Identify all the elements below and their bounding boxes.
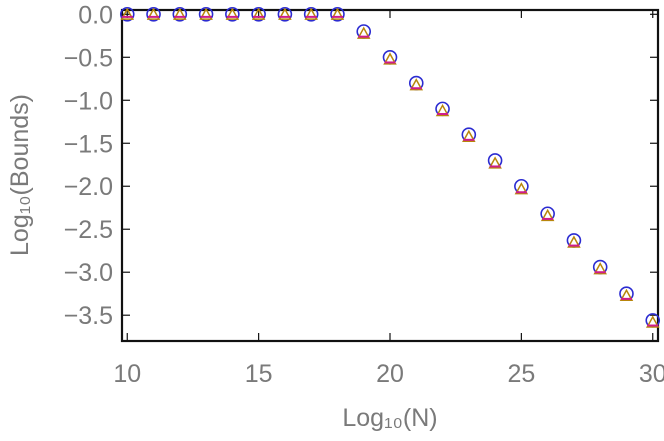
x-tick-label: 20 [376, 360, 404, 388]
x-tick-label: 10 [113, 360, 141, 388]
y-axis-label: Log₁₀(Bounds) [6, 94, 34, 256]
triangle-point [278, 7, 292, 20]
triangle-point [409, 78, 424, 91]
plot-frame [120, 8, 660, 343]
axis-ticks: 10 15 20 25 30 0.0 −0.5 −1.0 −1.5 −2.0 −2.5 −3.0 −3.… [64, 1, 664, 388]
triangle-point [304, 7, 318, 20]
triangle-point [645, 315, 660, 328]
y-tick-label: −2.0 [64, 173, 113, 201]
y-tick-label: 0.0 [78, 1, 113, 29]
triangle-point [120, 7, 135, 20]
y-tick-label: −3.0 [64, 259, 113, 287]
y-tick-label: −3.5 [64, 302, 113, 330]
triangle-point [619, 288, 634, 302]
triangle-point [225, 7, 240, 20]
y-tick-label: −2.5 [64, 216, 113, 244]
plot-border [120, 8, 660, 343]
triangle-point [146, 7, 161, 20]
x-axis-label: Log₁₀(N) [342, 404, 437, 432]
triangle-point [330, 7, 345, 20]
x-tick-label: 25 [507, 360, 535, 388]
triangle-point [488, 156, 502, 169]
triangle-point [251, 7, 266, 20]
triangle-point [540, 208, 555, 222]
y-tick-label: −0.5 [64, 44, 113, 72]
x-tick-label: 15 [245, 360, 273, 388]
triangle-point [514, 182, 529, 195]
series-points [119, 6, 661, 328]
triangle-point [462, 129, 476, 142]
triangle-point [435, 103, 450, 117]
triangle-point [173, 7, 187, 20]
triangle-point [199, 7, 213, 20]
triangle-point [567, 235, 581, 248]
y-tick-label: −1.5 [64, 130, 113, 158]
triangle-point [593, 262, 607, 275]
y-tick-label: −1.0 [64, 87, 113, 115]
triangle-point [356, 26, 371, 39]
triangle-point [383, 52, 397, 65]
x-tick-label: 30 [639, 360, 664, 388]
